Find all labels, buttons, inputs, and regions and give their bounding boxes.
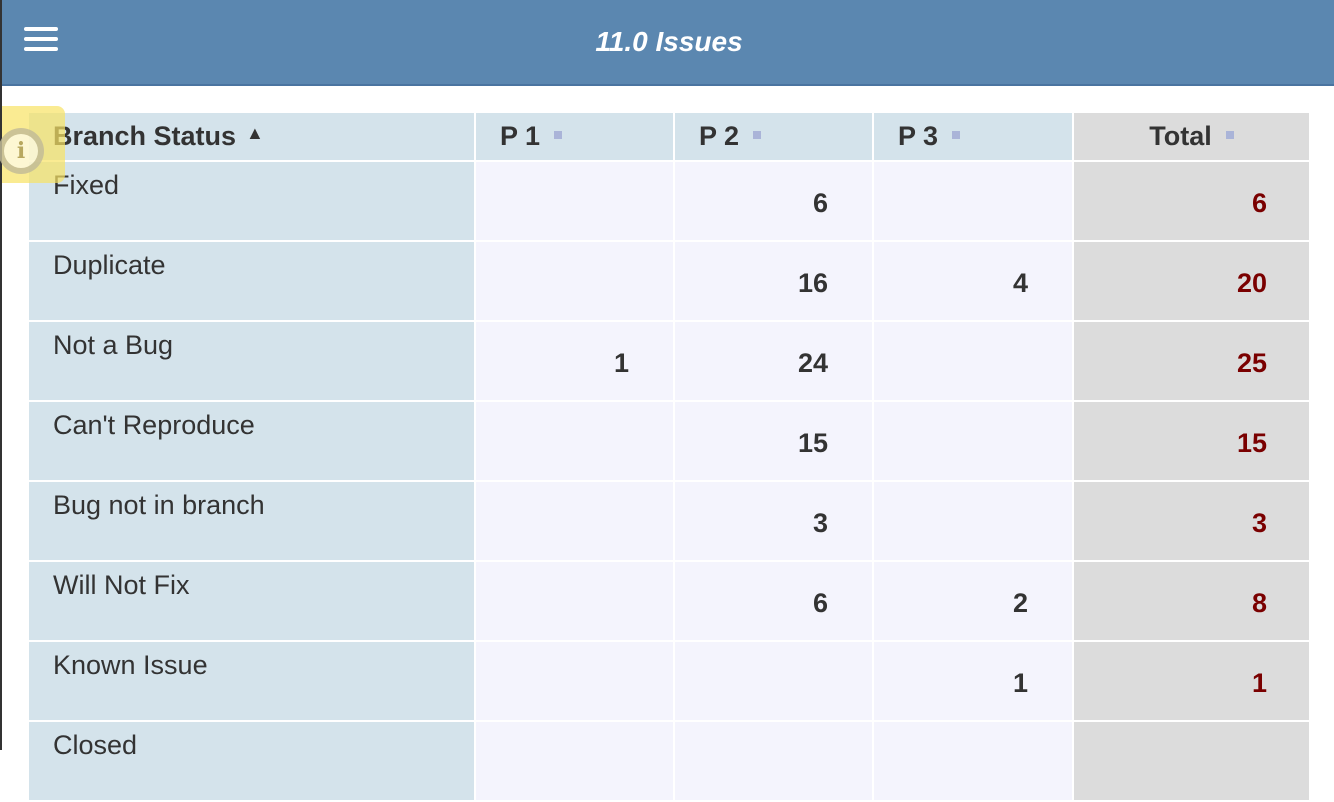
total-cell[interactable]: 3 (1072, 480, 1311, 562)
column-header-p2[interactable]: P 2 (673, 111, 874, 162)
issues-table: Branch Status ▲ P 1 P 2 P 3 Total Fixed 6 6… (27, 111, 1311, 802)
p3-cell[interactable] (872, 160, 1074, 242)
p3-cell[interactable]: 2 (872, 560, 1074, 642)
column-header-p1[interactable]: P 1 (474, 111, 675, 162)
p2-cell[interactable]: 15 (673, 400, 874, 482)
header-row: Branch Status ▲ P 1 P 2 P 3 Total (27, 111, 1311, 162)
sort-ascending-icon: ▲ (246, 123, 264, 143)
sort-icon (952, 131, 961, 139)
p1-cell[interactable] (474, 240, 675, 322)
hamburger-icon[interactable] (24, 27, 58, 53)
column-label: Total (1149, 121, 1212, 151)
p3-cell[interactable] (872, 480, 1074, 562)
p1-cell[interactable] (474, 400, 675, 482)
p1-cell[interactable] (474, 640, 675, 722)
status-cell: Not a Bug (27, 320, 476, 402)
total-cell[interactable]: 1 (1072, 640, 1311, 722)
p1-cell[interactable] (474, 560, 675, 642)
table-row[interactable]: Known Issue 1 1 (27, 640, 1311, 722)
status-cell: Duplicate (27, 240, 476, 322)
p2-cell[interactable]: 6 (673, 560, 874, 642)
status-cell: Closed (27, 720, 476, 802)
p3-cell[interactable]: 1 (872, 640, 1074, 722)
table-row[interactable]: Will Not Fix 6 2 8 (27, 560, 1311, 642)
table-row[interactable]: Closed (27, 720, 1311, 802)
column-label: P 2 (699, 121, 740, 151)
p3-cell[interactable]: 4 (872, 240, 1074, 322)
status-cell: Will Not Fix (27, 560, 476, 642)
p3-cell[interactable] (872, 400, 1074, 482)
column-header-p3[interactable]: P 3 (872, 111, 1074, 162)
column-label: P 1 (500, 121, 541, 151)
column-header-total[interactable]: Total (1072, 111, 1311, 162)
total-cell[interactable]: 8 (1072, 560, 1311, 642)
table-row[interactable]: Can't Reproduce 15 15 (27, 400, 1311, 482)
top-bar: 11.0 Issues (2, 0, 1334, 86)
sort-icon (753, 131, 762, 139)
p2-cell[interactable]: 6 (673, 160, 874, 242)
status-cell: Bug not in branch (27, 480, 476, 562)
sort-icon (554, 131, 563, 139)
p2-cell[interactable]: 3 (673, 480, 874, 562)
total-cell[interactable]: 6 (1072, 160, 1311, 242)
p1-cell[interactable] (474, 480, 675, 562)
p2-cell[interactable] (673, 720, 874, 802)
status-cell: Can't Reproduce (27, 400, 476, 482)
column-label: P 3 (898, 121, 939, 151)
total-cell[interactable]: 15 (1072, 400, 1311, 482)
p3-cell[interactable] (872, 720, 1074, 802)
table-row[interactable]: Bug not in branch 3 3 (27, 480, 1311, 562)
total-cell[interactable]: 20 (1072, 240, 1311, 322)
p1-cell[interactable] (474, 720, 675, 802)
total-cell[interactable]: 25 (1072, 320, 1311, 402)
info-button[interactable]: i (0, 106, 65, 183)
info-icon: i (0, 128, 44, 174)
p1-cell[interactable] (474, 160, 675, 242)
p2-cell[interactable]: 16 (673, 240, 874, 322)
table-row[interactable]: Duplicate 16 4 20 (27, 240, 1311, 322)
column-label: Branch Status (53, 121, 237, 151)
p1-cell[interactable]: 1 (474, 320, 675, 402)
p2-cell[interactable]: 24 (673, 320, 874, 402)
p3-cell[interactable] (872, 320, 1074, 402)
table-row[interactable]: Fixed 6 6 (27, 160, 1311, 242)
p2-cell[interactable] (673, 640, 874, 722)
sort-icon (1225, 131, 1234, 139)
column-header-branch-status[interactable]: Branch Status ▲ (27, 111, 476, 162)
total-cell[interactable] (1072, 720, 1311, 802)
status-cell: Known Issue (27, 640, 476, 722)
page-title: 11.0 Issues (595, 26, 743, 57)
status-cell: Fixed (27, 160, 476, 242)
table-row[interactable]: Not a Bug 1 24 25 (27, 320, 1311, 402)
